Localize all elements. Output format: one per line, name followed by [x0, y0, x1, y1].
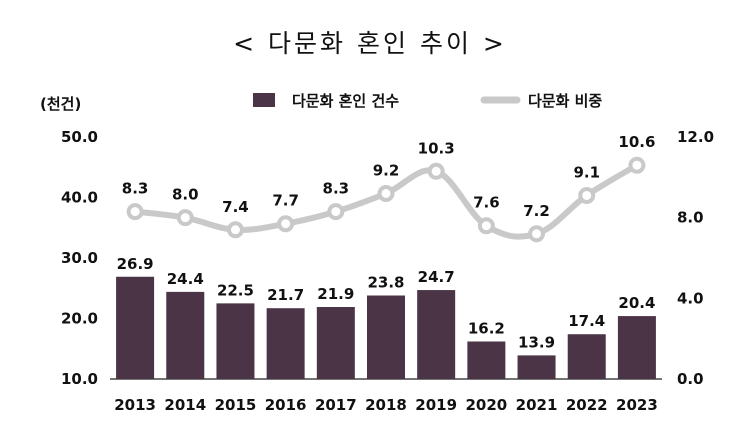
- bar-value-label: 13.9: [518, 333, 555, 351]
- bar-value-label: 20.4: [618, 294, 655, 312]
- line-value-label: 8.0: [172, 186, 199, 204]
- line-value-label: 8.3: [122, 180, 149, 198]
- x-tick-label: 2019: [415, 396, 457, 414]
- bar-2014: [166, 291, 205, 379]
- line-point-2023: [628, 156, 646, 174]
- bar-value-label: 24.4: [167, 270, 204, 288]
- line-point-2015: [226, 221, 244, 239]
- axes: 10.0 20.0 30.0 40.0 50.0 0.0 4.0 8.0 12.0 2013 201…: [61, 128, 714, 414]
- x-tick-label: 2020: [465, 396, 507, 414]
- bar-2020: [467, 341, 506, 379]
- bar-2021: [517, 355, 556, 379]
- line-series: [126, 156, 646, 243]
- bar-value-label: 26.9: [117, 255, 154, 273]
- x-tick-label: 2013: [114, 396, 156, 414]
- line-point-2021: [528, 225, 546, 243]
- line-point-2022: [578, 186, 596, 204]
- bar-value-label: 22.5: [217, 281, 254, 299]
- line-value-label: 8.3: [323, 180, 350, 198]
- bar-value-label: 21.9: [317, 285, 354, 303]
- bar-2017: [316, 307, 355, 379]
- legend-label-bars: 다문화 혼인 건수: [292, 92, 399, 110]
- bar-2018: [367, 295, 405, 379]
- left-tick-label: 30.0: [61, 249, 98, 267]
- right-tick-label: 4.0: [677, 289, 704, 307]
- left-tick-label: 10.0: [61, 370, 98, 388]
- left-tick-label: 50.0: [61, 128, 98, 146]
- legend-label-line: 다문화 비중: [528, 92, 602, 110]
- x-tick-label: 2017: [315, 396, 357, 414]
- line-value-label: 7.2: [523, 202, 550, 220]
- line-value-label: 10.6: [618, 133, 655, 151]
- bar-2016: [266, 308, 305, 379]
- left-tick-label: 40.0: [61, 189, 98, 207]
- legend-swatch-bars: [253, 93, 275, 107]
- bar-2013: [116, 276, 155, 379]
- bars: [116, 276, 656, 379]
- data-labels: 26.9 24.4 22.5 21.7 21.9 23.8 24.7 16.2 13.9 17.4…: [117, 133, 656, 351]
- x-tick-label: 2018: [365, 396, 407, 414]
- bar-value-label: 17.4: [568, 312, 605, 330]
- bar-2019: [417, 290, 456, 379]
- left-axis-unit: (천건): [40, 95, 81, 113]
- line-value-label: 7.4: [222, 198, 249, 216]
- line-value-label: 7.6: [473, 194, 500, 212]
- x-tick-label: 2022: [566, 396, 608, 414]
- bar-2023: [617, 316, 656, 379]
- x-tick-label: 2016: [265, 396, 307, 414]
- line-point-2013: [126, 203, 144, 221]
- line-point-2017: [327, 203, 345, 221]
- right-tick-label: 8.0: [677, 209, 704, 227]
- left-tick-label: 20.0: [61, 310, 98, 328]
- line-value-label: 10.3: [418, 139, 455, 157]
- line-value-label: 9.1: [573, 163, 600, 181]
- bar-value-label: 24.7: [418, 268, 455, 286]
- bar-value-label: 21.7: [267, 286, 304, 304]
- bar-value-label: 23.8: [367, 274, 404, 292]
- bar-value-label: 16.2: [468, 319, 505, 337]
- line-value-label: 7.7: [272, 192, 299, 210]
- line-point-2019: [427, 162, 445, 180]
- line-point-2014: [176, 209, 194, 227]
- bar-2022: [567, 334, 606, 379]
- line-value-label: 9.2: [373, 161, 400, 179]
- chart-title: < 다문화 혼인 추이 >: [233, 29, 507, 58]
- x-tick-label: 2014: [164, 396, 206, 414]
- right-tick-label: 0.0: [677, 370, 704, 388]
- line-point-2020: [477, 217, 495, 235]
- right-tick-label: 12.0: [677, 128, 714, 146]
- legend: 다문화 혼인 건수 다문화 비중: [253, 92, 602, 110]
- x-tick-label: 2015: [215, 396, 257, 414]
- x-tick-label: 2023: [616, 396, 658, 414]
- line-point-2018: [377, 184, 395, 202]
- x-tick-label: 2021: [516, 396, 558, 414]
- line-point-2016: [277, 215, 295, 233]
- bar-2015: [216, 303, 255, 379]
